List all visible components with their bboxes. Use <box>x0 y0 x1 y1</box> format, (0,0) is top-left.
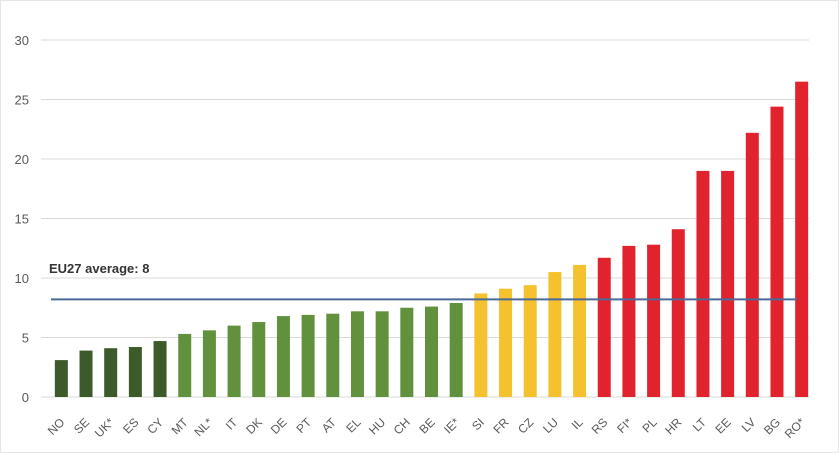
bar-nl-star <box>202 330 216 397</box>
x-tick-label: CH <box>391 415 413 437</box>
y-tick-label: 20 <box>15 152 29 167</box>
x-tick-label: FI* <box>614 415 635 436</box>
x-tick-label: PT <box>293 415 314 436</box>
bar-lt <box>696 170 710 397</box>
bar-be <box>425 306 438 397</box>
x-tick-label: CY <box>144 415 166 437</box>
bar-ro-star <box>795 81 809 398</box>
bar-si <box>474 293 488 397</box>
bar-ee <box>721 170 735 397</box>
bar-pl <box>647 244 661 397</box>
x-tick-label: SI <box>469 415 487 433</box>
x-tick-label: BG <box>761 415 783 437</box>
x-tick-label: SE <box>71 415 92 436</box>
bar-uk-star <box>104 348 118 397</box>
bar-ie-star <box>449 302 463 397</box>
x-tick-label: FR <box>490 415 511 436</box>
x-tick-label: EE <box>713 415 734 436</box>
x-tick-label: IL <box>569 415 586 432</box>
x-tick-label: LT <box>690 415 710 435</box>
bar-at <box>326 313 340 397</box>
bar-el <box>350 311 364 397</box>
bar-mt <box>178 333 192 397</box>
x-tick-label: HR <box>662 415 684 437</box>
bar-dk <box>252 322 266 397</box>
x-tick-label: RO* <box>782 415 808 441</box>
x-tick-label: DK <box>243 415 265 437</box>
x-tick-label: MT <box>169 415 192 438</box>
bar-pt <box>301 314 315 397</box>
x-tick-label: HU <box>366 415 388 437</box>
bar-ch <box>400 307 414 397</box>
bar-no <box>54 360 68 397</box>
x-tick-label: BE <box>416 415 437 436</box>
x-tick-label: AT <box>319 415 340 436</box>
bar-de <box>276 316 290 397</box>
x-tick-label: DE <box>268 415 290 437</box>
bar-hu <box>375 311 389 397</box>
y-tick-label: 15 <box>15 212 29 227</box>
x-tick-label: PL <box>639 415 660 436</box>
bar-cy <box>153 341 167 397</box>
y-tick-label: 10 <box>15 271 29 286</box>
bar-fr <box>499 288 513 397</box>
y-tick-label: 0 <box>22 390 29 405</box>
bar-lv <box>745 132 759 397</box>
bar-it <box>227 325 241 397</box>
bar-il <box>573 264 587 397</box>
bar-bg <box>770 106 784 397</box>
x-tick-label: IE* <box>441 415 462 436</box>
bar-rs <box>597 257 611 397</box>
x-tick-label: CZ <box>515 415 536 436</box>
x-tick-label: NL* <box>191 415 215 439</box>
bar-es <box>128 347 142 397</box>
x-tick-label: EL <box>343 415 364 436</box>
x-tick-label: RS <box>589 415 611 437</box>
bar-se <box>79 350 93 397</box>
x-tick-label: UK* <box>92 415 117 440</box>
x-tick-label: LV <box>739 415 759 435</box>
x-tick-label: NO <box>45 415 68 438</box>
bar-hr <box>671 229 685 397</box>
y-tick-label: 25 <box>15 93 29 108</box>
x-tick-label: ES <box>120 415 141 436</box>
x-tick-label: IT <box>223 415 241 433</box>
bar-lu <box>548 272 562 397</box>
bar-cz <box>523 285 537 397</box>
bar-fi-star <box>622 245 636 397</box>
x-tick-label: LU <box>540 415 561 436</box>
average-label: EU27 average: 8 <box>49 261 149 276</box>
y-tick-label: 5 <box>22 331 29 346</box>
y-tick-label: 30 <box>15 33 29 48</box>
